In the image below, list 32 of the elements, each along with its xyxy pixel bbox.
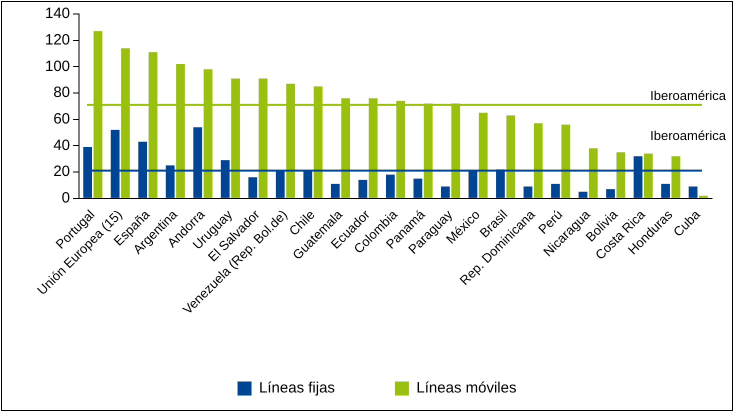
legend-label: Líneas fijas: [259, 380, 335, 397]
bar: [644, 154, 653, 198]
bar: [606, 189, 615, 198]
bar: [248, 177, 258, 198]
bar: [524, 186, 532, 198]
y-tick-label: 120: [44, 31, 70, 48]
bar: [413, 178, 422, 198]
bar: [671, 156, 680, 198]
y-tick-label: 80: [53, 84, 70, 102]
bar: [478, 112, 488, 198]
y-tick-label: 20: [53, 163, 70, 180]
bar: [661, 184, 670, 198]
bar: [534, 123, 543, 198]
bar: [506, 115, 516, 198]
y-tick-label: 60: [53, 110, 70, 128]
bar: [441, 186, 450, 198]
bar: [588, 148, 598, 198]
bar: [386, 174, 395, 198]
y-tick-label: 140: [44, 5, 70, 22]
bar: [330, 184, 340, 198]
bar: [578, 192, 588, 198]
ref-line-label: Iberoamérica: [650, 88, 727, 103]
bar: [616, 152, 626, 198]
bar: [358, 180, 368, 198]
legend-label: Líneas móviles: [416, 380, 516, 397]
bar: [551, 184, 560, 198]
y-tick-label: 100: [44, 58, 70, 75]
y-tick-label: 0: [62, 189, 70, 206]
bar: [561, 124, 570, 198]
bar: [688, 186, 698, 198]
y-tick-label: 40: [53, 136, 70, 154]
ref-line-label: Iberoamérica: [650, 128, 727, 143]
